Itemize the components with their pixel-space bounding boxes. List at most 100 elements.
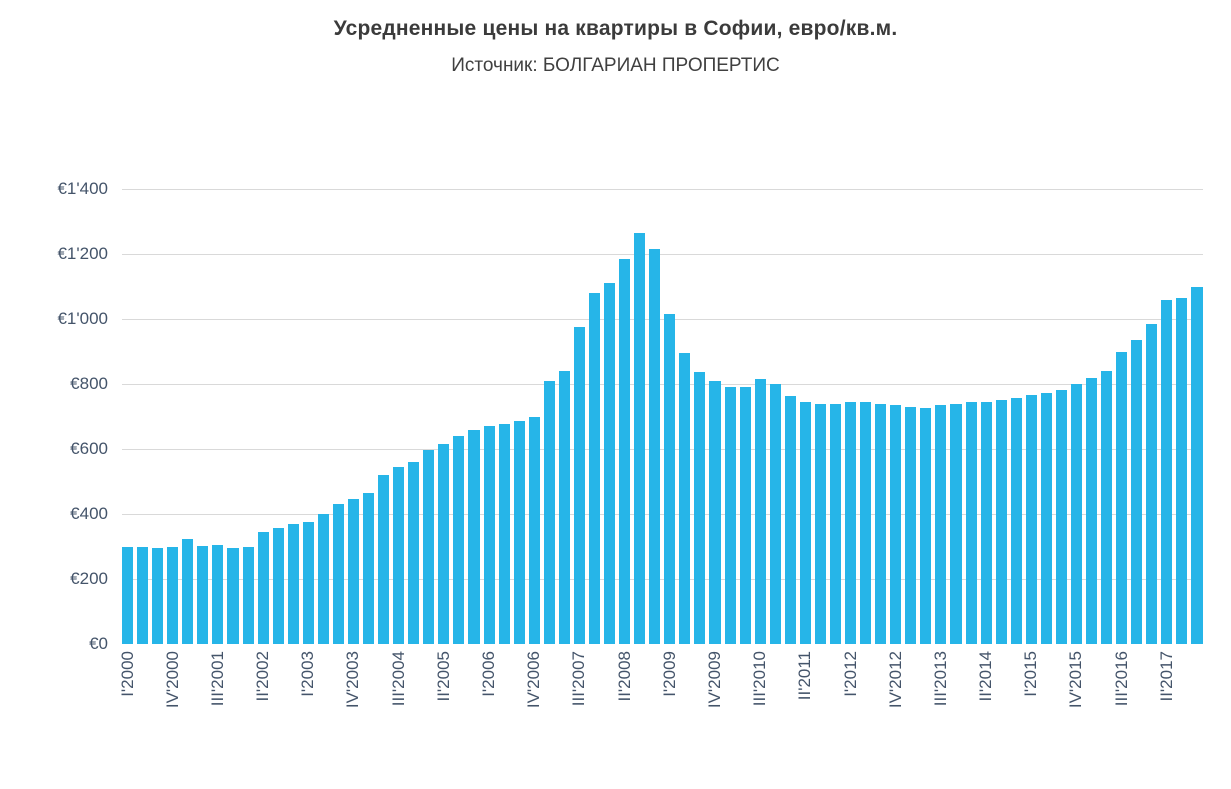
bar	[1191, 287, 1203, 644]
bar-slot	[363, 189, 375, 644]
bar-slot	[347, 189, 359, 644]
bar	[242, 546, 254, 644]
bar-slot	[1116, 189, 1128, 644]
bar-slot	[634, 189, 646, 644]
x-axis-label: III'2001	[207, 651, 227, 707]
x-slot: III'2001	[208, 651, 227, 763]
x-slot: IV'2000	[163, 651, 182, 763]
x-slot: II'2002	[253, 651, 272, 763]
x-slot	[227, 651, 238, 763]
x-slot	[152, 651, 163, 763]
bar	[1070, 384, 1082, 644]
gridline	[122, 254, 1203, 255]
gridline	[122, 579, 1203, 580]
bar	[212, 544, 224, 644]
x-slot: IV'2012	[886, 651, 905, 763]
bar-slot	[438, 189, 450, 644]
bar	[950, 403, 962, 644]
x-slot	[589, 651, 600, 763]
x-axis-label: IV'2006	[524, 651, 544, 709]
bar-slot	[212, 189, 224, 644]
x-slot	[1101, 651, 1112, 763]
x-slot	[182, 651, 193, 763]
bar-slot	[1070, 189, 1082, 644]
bar	[137, 546, 149, 644]
bar-slot	[1025, 189, 1037, 644]
bar-slot	[227, 189, 239, 644]
bar	[754, 379, 766, 644]
bar-slot	[242, 189, 254, 644]
x-axis-label: III'2013	[930, 651, 950, 707]
bar-slot	[860, 189, 872, 644]
x-slot	[378, 651, 389, 763]
bar	[769, 384, 781, 644]
bar-slot	[754, 189, 766, 644]
x-slot: I'2012	[841, 651, 860, 763]
bar-slot	[408, 189, 420, 644]
x-axis-label: III'2007	[569, 651, 589, 707]
bar-chart: €0 €200 €400 €600 €800 €1'000 €1'200 €1'400	[0, 179, 1231, 653]
bar-slot	[122, 189, 134, 644]
bar	[378, 475, 390, 644]
bar	[1010, 398, 1022, 644]
bar-slot	[152, 189, 164, 644]
bar	[935, 405, 947, 644]
bar	[468, 430, 480, 644]
bar	[799, 401, 811, 644]
x-slot: II'2005	[434, 651, 453, 763]
bar	[604, 283, 616, 644]
bar	[573, 327, 585, 644]
x-axis-label: I'2015	[1021, 651, 1041, 697]
bar	[845, 402, 857, 644]
bar	[1025, 395, 1037, 644]
bar	[347, 499, 359, 644]
bar-slot	[920, 189, 932, 644]
bar	[423, 450, 435, 644]
gridline	[122, 449, 1203, 450]
bar-slot	[287, 189, 299, 644]
x-slot	[604, 651, 615, 763]
bar-slot	[543, 189, 555, 644]
bar-slot	[845, 189, 857, 644]
x-slot	[318, 651, 329, 763]
bar-slot	[332, 189, 344, 644]
x-slot	[1131, 651, 1142, 763]
bar	[272, 527, 284, 644]
x-slot	[1041, 651, 1052, 763]
x-slot	[860, 651, 871, 763]
bar-slot	[965, 189, 977, 644]
x-slot	[1146, 651, 1157, 763]
x-slot	[453, 651, 464, 763]
bar	[287, 523, 299, 644]
x-axis-label: I'2009	[659, 651, 679, 697]
x-slot: I'2015	[1021, 651, 1040, 763]
bar	[1116, 351, 1128, 644]
bar-slot	[1191, 189, 1203, 644]
bar	[634, 232, 646, 644]
bar	[814, 403, 826, 644]
bar	[860, 401, 872, 644]
bar	[317, 514, 329, 644]
bar	[1161, 299, 1173, 644]
x-slot	[679, 651, 690, 763]
bar-slot	[724, 189, 736, 644]
x-slot	[1191, 651, 1202, 763]
bar-slot	[272, 189, 284, 644]
y-axis-label: €1'200	[57, 244, 108, 263]
bar	[483, 426, 495, 644]
bar-slot	[769, 189, 781, 644]
bar-slot	[875, 189, 887, 644]
x-slot: I'2009	[660, 651, 679, 763]
bar-slot	[483, 189, 495, 644]
bar	[257, 531, 269, 644]
bar-slot	[1161, 189, 1173, 644]
x-slot	[1176, 651, 1187, 763]
x-slot	[966, 651, 977, 763]
bar-slot	[709, 189, 721, 644]
bar-slot	[679, 189, 691, 644]
bar	[679, 353, 691, 644]
y-axis-label: €600	[70, 439, 108, 458]
bar-slot	[423, 189, 435, 644]
x-slot	[197, 651, 208, 763]
x-slot	[423, 651, 434, 763]
